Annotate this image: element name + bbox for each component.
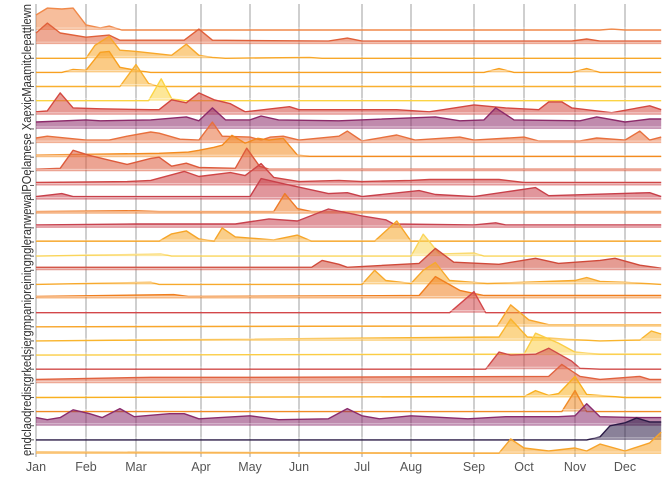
ridge-line — [36, 291, 662, 314]
ridge-2 — [30, 35, 663, 59]
ridge-line — [35, 304, 662, 328]
x-tick-label: Sep — [463, 460, 485, 474]
ridge-line — [36, 63, 662, 88]
ridge-20 — [30, 291, 663, 314]
x-tick-label: Dec — [614, 460, 636, 474]
ridge-line — [35, 275, 662, 298]
ridge-line — [36, 417, 662, 441]
ridge-0 — [30, 7, 663, 31]
ridge-line — [35, 107, 662, 123]
ridge-9 — [30, 134, 663, 158]
x-tick-label: Aug — [400, 460, 422, 474]
ridge-fill — [36, 234, 662, 257]
ridge-line — [36, 347, 662, 370]
ridge-8 — [30, 121, 663, 144]
ridge-fill — [36, 319, 662, 341]
ridge-line — [35, 375, 662, 399]
ridge-fill — [36, 432, 662, 454]
ridges — [30, 7, 663, 455]
ridge-line — [35, 318, 662, 342]
x-tick-label: Nov — [564, 460, 587, 474]
x-axis-ticks: Jan Feb Mar Apr May Jun Jul Aug Sep Oct Nov Dec — [26, 460, 636, 474]
x-tick-label: Apr — [191, 460, 210, 474]
ridge-19 — [30, 275, 663, 300]
ridge-fill — [36, 209, 662, 228]
ridge-25 — [30, 363, 663, 384]
ridge-23 — [30, 332, 663, 356]
ridge-14 — [30, 208, 663, 229]
ridge-fill — [36, 221, 662, 242]
ridge-13 — [30, 192, 663, 215]
ridge-7 — [30, 107, 663, 130]
ridge-fill — [36, 23, 662, 45]
ridge-4 — [30, 63, 663, 88]
ridge-5 — [30, 78, 663, 102]
ridge-line — [36, 35, 662, 59]
ridge-fill — [36, 403, 662, 426]
ridge-fill — [36, 364, 662, 384]
ridge-line — [35, 177, 662, 198]
ridge-6 — [30, 92, 663, 116]
ridge-11 — [30, 162, 663, 186]
ridge-18 — [30, 261, 663, 286]
ridge-22 — [30, 318, 663, 342]
ridge-fill — [36, 78, 662, 101]
ridge-26 — [30, 375, 663, 399]
ridge-line — [35, 22, 662, 42]
ridge-line — [35, 7, 662, 31]
ridge-fill — [36, 304, 662, 327]
ridge-line — [35, 363, 662, 381]
x-tick-label: Mar — [125, 460, 147, 474]
ridge-29 — [30, 417, 663, 441]
ridge-line — [35, 92, 662, 114]
ridge-28 — [30, 403, 663, 427]
ridge-line — [35, 208, 662, 226]
ridge-fill — [36, 92, 662, 115]
ridge-line — [36, 247, 662, 269]
ridge-line — [36, 78, 662, 102]
ridge-line — [35, 403, 662, 421]
ridge-17 — [30, 247, 663, 271]
y-axis-category-labels: endclaodredisrgrkedsjergmpanioreiningngl… — [20, 4, 34, 456]
ridge-line — [35, 261, 662, 286]
x-tick-label: Jun — [289, 460, 309, 474]
ridge-16 — [30, 233, 663, 257]
ridge-fill — [36, 8, 662, 30]
ridge-fill — [36, 163, 662, 186]
ridge-30 — [30, 431, 663, 455]
ridge-fill — [36, 148, 662, 172]
ridge-1 — [30, 22, 663, 45]
ridge-fill — [36, 64, 662, 87]
ridge-line — [35, 431, 662, 454]
ridge-fill — [36, 248, 662, 271]
ridge-line — [35, 192, 662, 213]
ridge-fill — [36, 107, 662, 129]
ridge-15 — [30, 220, 663, 243]
ridge-fill — [36, 333, 662, 356]
ridge-line — [36, 220, 662, 242]
ridge-line — [35, 233, 662, 257]
x-tick-label: Jul — [354, 460, 370, 474]
ridge-fill — [36, 348, 662, 370]
ridge-21 — [30, 304, 663, 328]
ridge-line — [35, 147, 662, 170]
ridge-line — [35, 162, 662, 184]
x-tick-label: Feb — [75, 460, 97, 474]
ridge-line — [36, 389, 662, 413]
x-tick-label: Jan — [26, 460, 46, 474]
ridge-fill — [36, 178, 662, 200]
ridge-line — [35, 134, 662, 157]
x-tick-label: Oct — [514, 460, 534, 474]
ridge-12 — [30, 177, 663, 201]
x-tick-label: May — [238, 460, 262, 474]
ridge-10 — [30, 147, 663, 172]
ridge-fill — [36, 36, 662, 59]
